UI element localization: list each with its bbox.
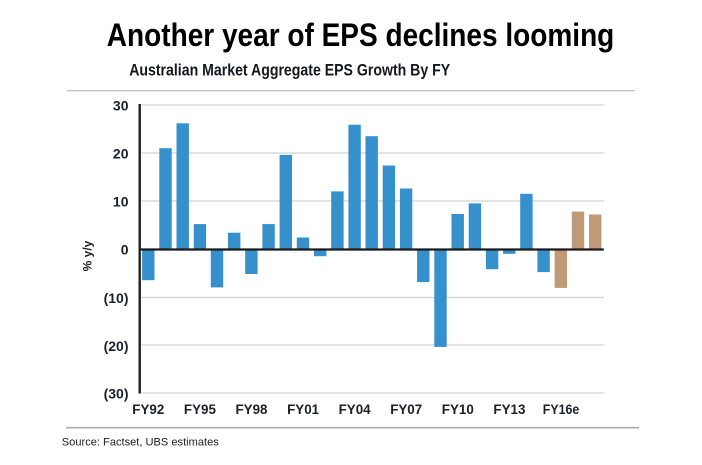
svg-text:FY16e: FY16e [543, 401, 580, 417]
svg-text:(30): (30) [104, 385, 129, 401]
svg-text:20: 20 [113, 145, 129, 161]
svg-text:10: 10 [113, 193, 129, 209]
svg-text:FY04: FY04 [339, 401, 371, 417]
svg-text:FY07: FY07 [390, 401, 422, 417]
svg-text:0: 0 [121, 241, 129, 257]
svg-text:(20): (20) [104, 338, 129, 354]
svg-text:FY92: FY92 [132, 401, 164, 417]
svg-text:% y/y: % y/y [81, 240, 95, 271]
svg-text:FY10: FY10 [442, 401, 474, 417]
svg-text:Source: Factset, UBS estimates: Source: Factset, UBS estimates [62, 436, 219, 448]
svg-text:Australian Market Aggregate EP: Australian Market Aggregate EPS Growth B… [129, 61, 450, 79]
svg-text:FY01: FY01 [287, 401, 319, 417]
svg-text:FY13: FY13 [493, 401, 525, 417]
svg-text:30: 30 [113, 97, 129, 113]
svg-text:FY95: FY95 [184, 401, 216, 417]
svg-text:Another year of EPS declines l: Another year of EPS declines looming [107, 17, 615, 53]
svg-text:FY98: FY98 [236, 401, 268, 417]
svg-text:(10): (10) [104, 290, 129, 306]
